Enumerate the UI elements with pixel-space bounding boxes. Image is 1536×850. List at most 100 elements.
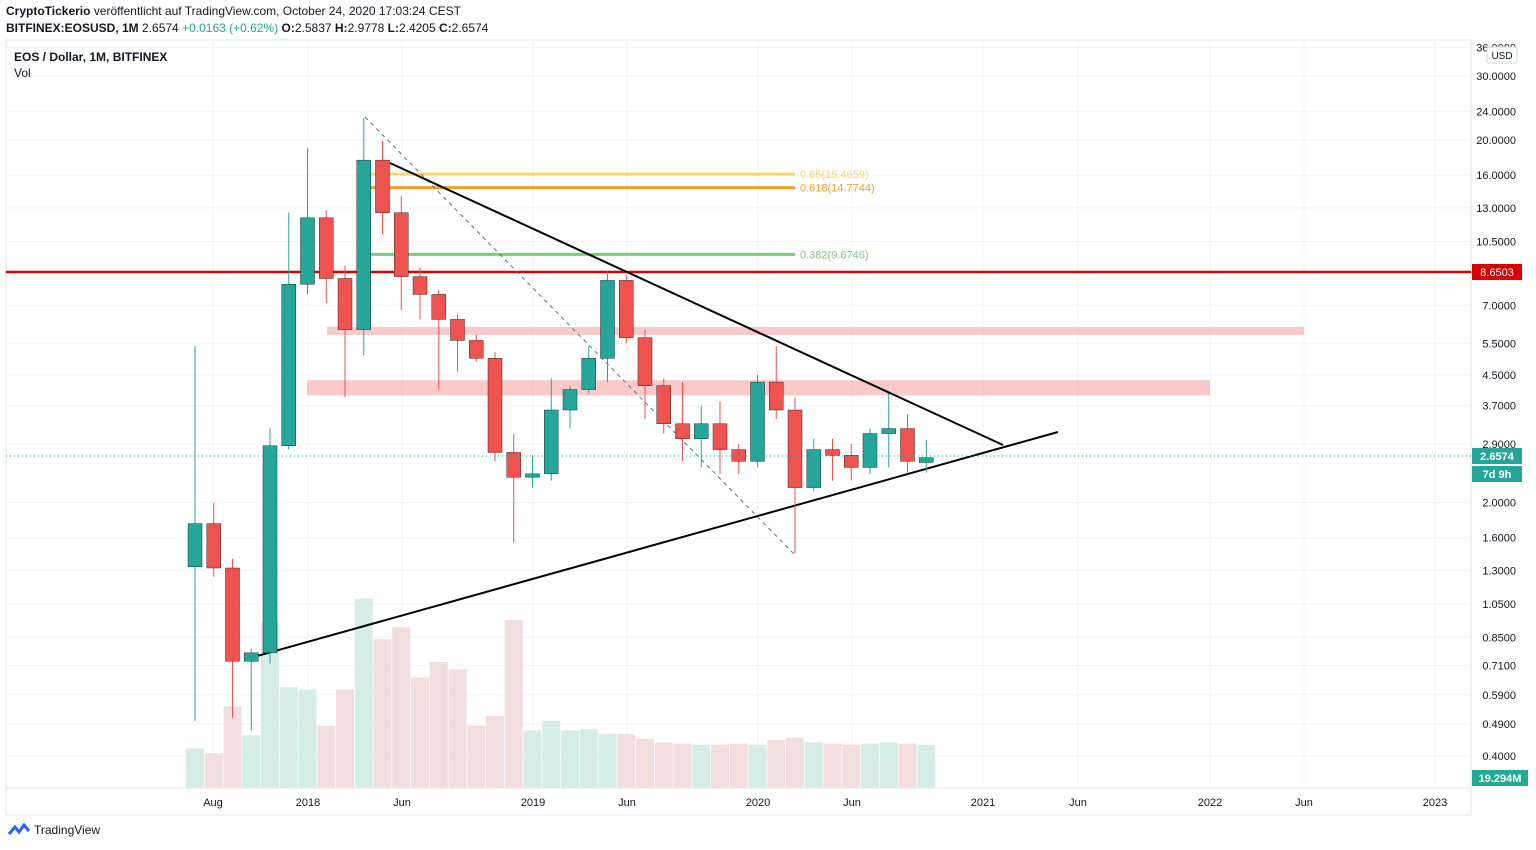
- price-tick-label: 3.7000: [1482, 401, 1516, 413]
- price-tick-label: 20.0000: [1476, 135, 1516, 147]
- candle-body[interactable]: [581, 358, 596, 390]
- volume-bar: [692, 744, 711, 788]
- currency-badge[interactable]: [1486, 46, 1518, 64]
- ascending-trendline[interactable]: [249, 431, 1059, 659]
- plot-frame: [5, 39, 1472, 816]
- volume-bar: [786, 737, 804, 788]
- volume-indicator-label: Vol: [14, 66, 31, 80]
- volume-bar: [861, 743, 879, 788]
- horizontal-levels: 8.6503 0.382(9.6746) 0.618(14.7744) 0.65(15…: [6, 169, 1522, 280]
- candle-body[interactable]: [300, 217, 315, 285]
- publish-info: CryptoTickerio veröffentlicht auf Tradin…: [6, 4, 461, 18]
- candle-body[interactable]: [525, 473, 540, 478]
- price-axis[interactable]: 36.000030.000024.000020.000016.000013.00…: [1472, 42, 1528, 786]
- time-tick-label: Aug: [203, 797, 223, 809]
- candle-body[interactable]: [262, 445, 278, 654]
- resistance-price-label: 8.6503: [1480, 267, 1514, 279]
- candle-body[interactable]: [694, 423, 709, 439]
- candle-body[interactable]: [487, 358, 503, 453]
- volume-bar: [298, 689, 317, 788]
- candle-body[interactable]: [769, 381, 784, 411]
- candle-body[interactable]: [656, 385, 671, 424]
- candle-body[interactable]: [600, 280, 615, 359]
- candle-body[interactable]: [244, 652, 259, 662]
- candle-body[interactable]: [619, 280, 634, 338]
- candle-body[interactable]: [900, 428, 915, 462]
- time-tick-label: 2022: [1198, 797, 1222, 809]
- time-tick-label: 2019: [521, 797, 545, 809]
- candle-body[interactable]: [825, 449, 840, 456]
- candle-body[interactable]: [281, 284, 296, 446]
- candle-body[interactable]: [337, 278, 353, 330]
- volume-bar: [354, 598, 373, 788]
- price-tick-label: 24.0000: [1476, 106, 1516, 118]
- volume-bar: [636, 738, 654, 788]
- trendlines: [249, 116, 1059, 659]
- publish-text: veröffentlicht auf TradingView.com, Octo…: [93, 4, 461, 18]
- candle-body[interactable]: [544, 409, 559, 475]
- candle-body[interactable]: [675, 423, 690, 439]
- candle-body[interactable]: [356, 159, 371, 330]
- volume-bar: [186, 748, 204, 788]
- candle-body[interactable]: [450, 319, 465, 341]
- current-price-tag: [1472, 448, 1522, 464]
- volume-bar: [767, 740, 786, 788]
- upper-zone[interactable]: [327, 326, 1304, 335]
- candle-body[interactable]: [806, 449, 821, 488]
- volume-bar: [429, 662, 448, 788]
- candle-body[interactable]: [731, 449, 746, 462]
- candle-body[interactable]: [412, 276, 428, 295]
- candle-body[interactable]: [919, 457, 934, 463]
- time-tick-label: 2018: [296, 797, 320, 809]
- time-tick-label: 2023: [1423, 797, 1447, 809]
- candle-body[interactable]: [206, 523, 221, 569]
- candle-body[interactable]: [469, 340, 484, 359]
- candle-body[interactable]: [375, 159, 390, 213]
- volume-bar: [504, 620, 523, 788]
- price-tick-label: 16.0000: [1476, 170, 1516, 182]
- volume-value-label: 19.294M: [1479, 773, 1522, 785]
- low-label: L:: [387, 21, 399, 35]
- price-tick-label: 1.0500: [1482, 599, 1516, 611]
- volume-bar: [804, 742, 823, 788]
- time-axis[interactable]: Aug 2018 Jun 2019 Jun 2020 Jun 2021 Jun 2022 Jun 20…: [203, 797, 1447, 809]
- volume-bar: [711, 744, 729, 788]
- candle-body[interactable]: [750, 381, 765, 462]
- price-tick-label: 13.0000: [1476, 203, 1516, 215]
- volume-bar: [598, 734, 617, 788]
- high-label: H:: [334, 21, 348, 35]
- brand-label: TradingView: [34, 823, 101, 837]
- price-tick-label: 5.5000: [1482, 338, 1516, 350]
- volume-bar: [448, 669, 467, 788]
- volume-bar: [279, 687, 298, 788]
- author-name[interactable]: CryptoTickerio: [6, 4, 91, 18]
- candle-body[interactable]: [319, 217, 334, 279]
- candle-body[interactable]: [187, 523, 203, 568]
- candle-body[interactable]: [862, 433, 878, 468]
- close-price: 2.6574: [142, 21, 179, 35]
- candle-body[interactable]: [506, 452, 521, 478]
- candle-body[interactable]: [562, 389, 578, 411]
- candle-body[interactable]: [431, 294, 446, 320]
- candle-body[interactable]: [394, 212, 409, 277]
- candle-body[interactable]: [844, 455, 859, 468]
- legend-title: EOS / Dollar, 1M, BITFINEX: [14, 50, 167, 64]
- volume-bar: [561, 730, 579, 788]
- fib-382-label: 0.382(9.6746): [800, 249, 869, 261]
- high-value: 2.9778: [347, 21, 385, 35]
- candle-body[interactable]: [637, 337, 653, 386]
- price-tick-label: 0.5900: [1482, 690, 1516, 702]
- candle-body[interactable]: [712, 423, 728, 450]
- current-price-label: 2.6574: [1480, 451, 1515, 463]
- volume-bar: [467, 725, 486, 788]
- countdown-label: 7d 9h: [1483, 469, 1512, 481]
- volume-bar: [823, 743, 842, 788]
- tradingview-brand[interactable]: TradingView: [8, 823, 100, 837]
- candle-body[interactable]: [881, 428, 896, 434]
- candle-body[interactable]: [225, 567, 240, 662]
- descending-trendline[interactable]: [389, 162, 1004, 446]
- candle-body[interactable]: [787, 409, 803, 488]
- volume-bar: [261, 622, 279, 788]
- low-value: 2.4205: [398, 21, 436, 35]
